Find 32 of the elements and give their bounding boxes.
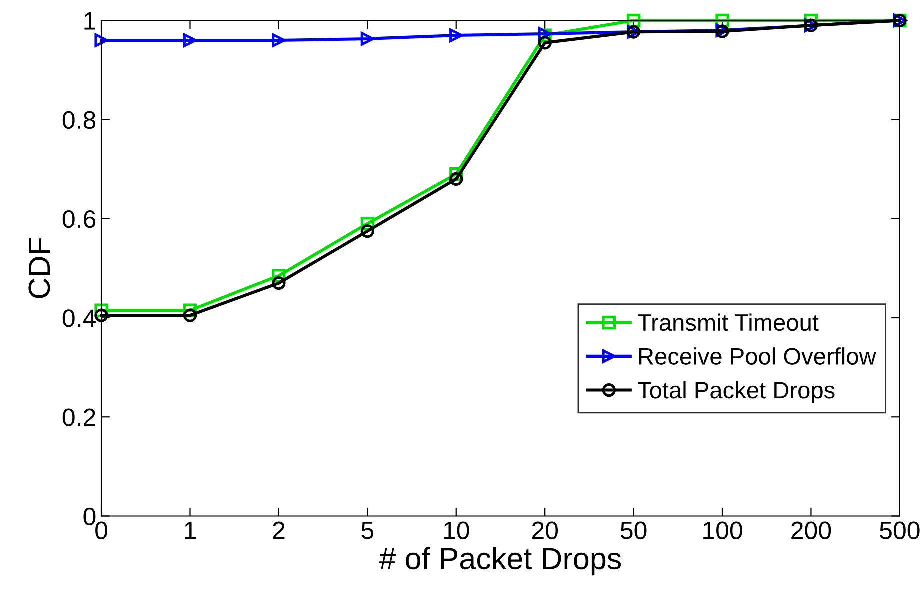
legend-label: Total Packet Drops	[638, 381, 835, 404]
x-tick-label: 1	[185, 522, 196, 540]
x-tick-label: 500	[880, 522, 920, 540]
point	[94, 34, 108, 48]
x-tick-label: 200	[792, 522, 832, 540]
point	[94, 308, 108, 322]
y-axis-title: CDF	[28, 238, 50, 298]
point	[360, 32, 374, 46]
point	[183, 34, 198, 48]
x-tick-label: 2	[273, 522, 285, 540]
point	[360, 224, 374, 238]
y-tick-label: 0	[84, 508, 96, 526]
y-tick-label: 0.4	[62, 310, 96, 328]
x-axis-title: # of Packet Drops	[379, 547, 622, 576]
legend-label: Transmit Timeout	[638, 314, 819, 332]
x-tick-label: 100	[704, 522, 742, 540]
point	[272, 276, 286, 290]
x-tick-label: 20	[532, 522, 558, 540]
y-tick-label: 0.6	[62, 210, 96, 228]
point	[183, 308, 198, 322]
x-tick-label: 0	[96, 522, 108, 540]
y-tick-label: 0.2	[62, 408, 96, 426]
y-tick-label: 1	[84, 12, 96, 30]
point	[538, 36, 552, 50]
x-tick-label: 10	[444, 522, 470, 540]
legend-label: Receive Pool Overflow	[639, 348, 876, 365]
x-tick-label: 50	[620, 522, 647, 540]
point	[272, 34, 286, 48]
point	[450, 172, 464, 186]
x-tick-label: 5	[362, 522, 374, 540]
point	[450, 28, 464, 42]
y-tick-label: 0.8	[62, 111, 96, 130]
